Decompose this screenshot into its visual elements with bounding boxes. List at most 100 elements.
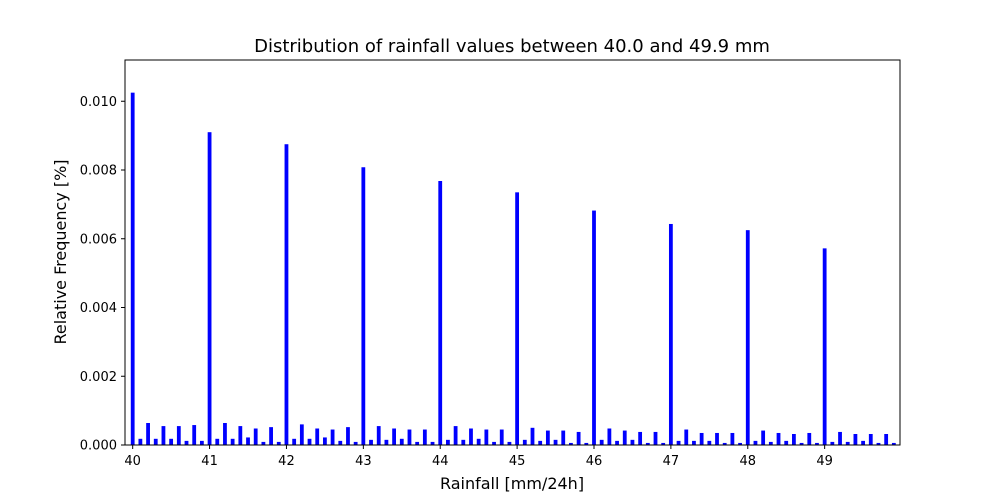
y-tick-label: 0.006 — [80, 232, 117, 247]
y-tick-label: 0.002 — [80, 370, 117, 385]
bar — [476, 438, 481, 445]
bar — [538, 440, 543, 446]
bar — [192, 425, 197, 445]
bar — [745, 230, 750, 445]
bar — [415, 441, 420, 445]
y-tick-label: 0.000 — [80, 439, 117, 454]
bar — [176, 426, 181, 445]
bar — [792, 434, 796, 445]
bar — [807, 432, 812, 445]
bar — [315, 428, 320, 445]
bar — [561, 430, 566, 445]
bar — [607, 428, 612, 445]
bar — [384, 439, 389, 445]
bar — [553, 439, 558, 445]
bar — [576, 431, 581, 445]
bar — [868, 434, 873, 445]
bar — [299, 424, 304, 446]
bar — [845, 441, 850, 445]
bar — [822, 248, 827, 445]
bar — [330, 429, 335, 445]
bar — [223, 423, 227, 445]
bar — [707, 440, 712, 446]
bar — [830, 441, 835, 445]
x-axis-label: Rainfall [mm/24h] — [440, 474, 584, 493]
bar — [838, 431, 842, 445]
bar — [430, 441, 435, 445]
bar — [853, 434, 858, 445]
bar — [446, 439, 450, 445]
bar — [661, 442, 666, 445]
bar — [338, 440, 343, 446]
bar — [276, 441, 281, 445]
bar — [376, 426, 381, 445]
x-tick-label: 44 — [432, 454, 449, 469]
bar — [799, 442, 804, 445]
bar — [346, 427, 350, 446]
bar — [815, 442, 819, 445]
bar — [569, 442, 573, 445]
bar — [215, 438, 220, 445]
y-tick-label: 0.008 — [80, 164, 117, 179]
bar — [161, 426, 166, 445]
bar — [138, 438, 143, 445]
bar — [876, 442, 881, 445]
bar — [369, 439, 373, 445]
bar — [592, 210, 596, 445]
bar — [199, 440, 204, 446]
bar — [715, 432, 719, 445]
bar — [668, 223, 673, 445]
bar — [361, 167, 366, 445]
bar — [253, 428, 258, 445]
bar — [261, 441, 266, 445]
bar-series — [130, 92, 896, 446]
bar — [169, 438, 174, 445]
bar — [507, 441, 512, 445]
bar — [776, 432, 781, 445]
bar — [645, 442, 650, 445]
bar — [515, 192, 520, 445]
bar — [615, 440, 619, 446]
bar — [761, 430, 766, 445]
x-tick-label: 47 — [663, 454, 680, 469]
bar — [230, 438, 235, 445]
bar — [784, 440, 789, 446]
bar — [246, 437, 250, 445]
bar — [153, 438, 158, 445]
bar — [461, 439, 466, 445]
x-tick-label: 42 — [278, 454, 295, 469]
bar — [438, 181, 443, 445]
bar — [399, 438, 404, 445]
x-tick-label: 40 — [124, 454, 141, 469]
plot-frame — [124, 59, 901, 446]
bar — [584, 442, 589, 445]
bar — [530, 427, 535, 445]
bar — [238, 426, 243, 445]
bar — [284, 144, 289, 445]
x-axis-ticks: 40 41 42 43 44 45 46 47 48 49 — [124, 445, 833, 469]
bar — [407, 429, 412, 445]
bar — [676, 440, 681, 446]
bar — [269, 427, 273, 446]
bar — [522, 439, 527, 445]
bar — [453, 426, 458, 445]
bar — [499, 429, 504, 445]
bar — [422, 429, 427, 445]
bar — [469, 428, 473, 445]
bar — [722, 442, 727, 445]
bar — [292, 438, 297, 445]
bar — [692, 440, 696, 446]
bar — [492, 441, 496, 445]
chart-title: Distribution of rainfall values between … — [254, 36, 770, 57]
bar — [484, 429, 489, 445]
bar — [738, 442, 742, 445]
bar — [184, 440, 189, 446]
x-tick-label: 48 — [739, 454, 756, 469]
y-axis-ticks: 0.000 0.002 0.004 0.006 0.008 0.010 — [80, 95, 125, 454]
x-tick-label: 46 — [586, 454, 603, 469]
bar — [392, 428, 396, 445]
bar — [630, 439, 635, 445]
y-axis-label: Relative Frequency [%] — [51, 159, 70, 344]
bar — [323, 437, 327, 445]
bar — [699, 432, 704, 445]
